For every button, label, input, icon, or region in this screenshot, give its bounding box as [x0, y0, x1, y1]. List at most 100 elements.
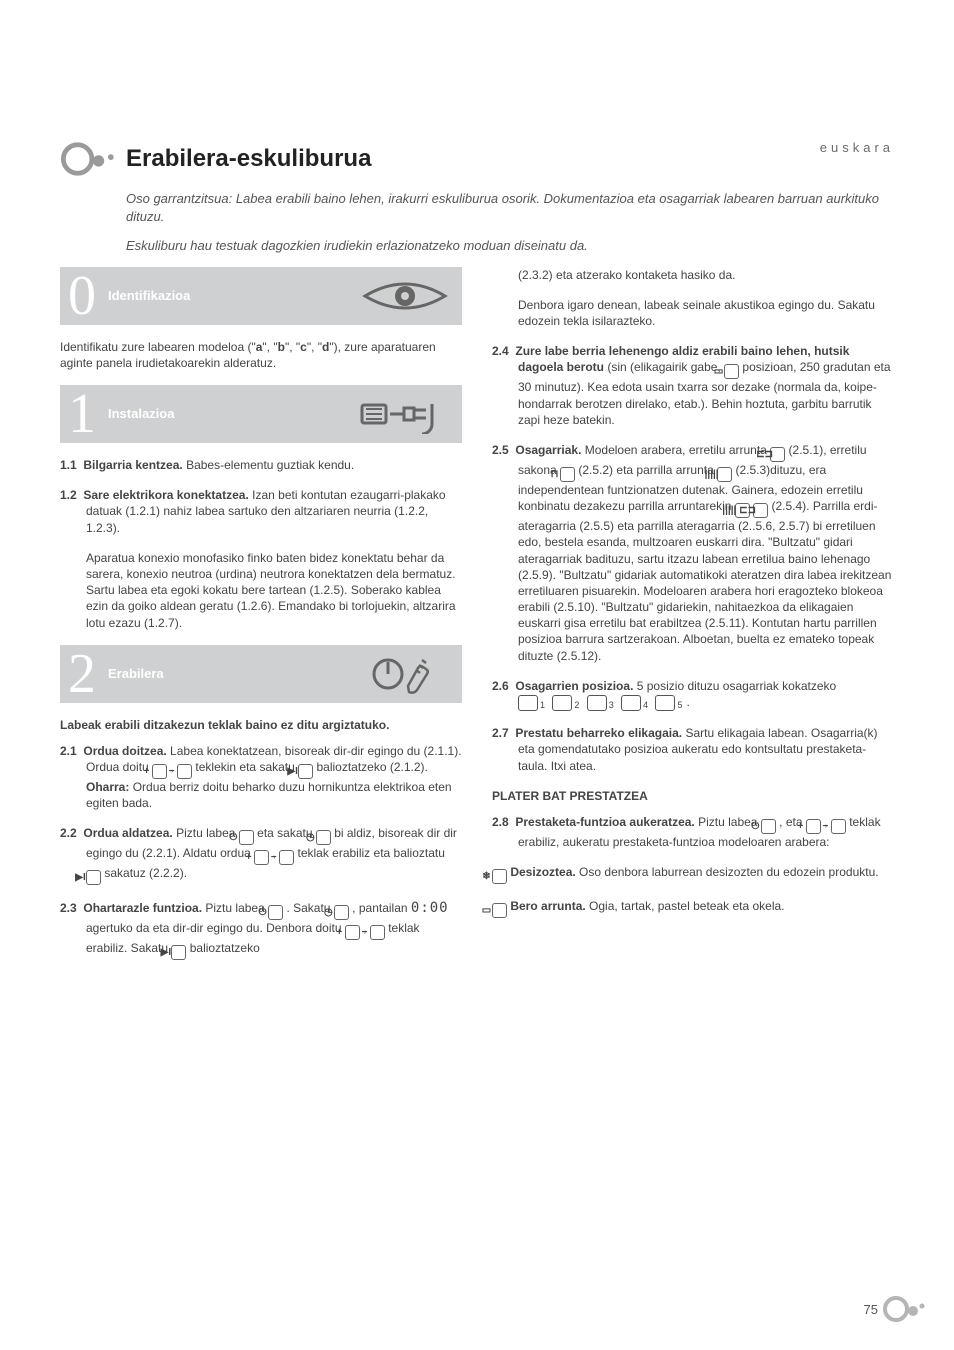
ident-text: Identifikatu zure labearen modeloa ("a",…	[60, 339, 462, 371]
p-2-3-b4: agertuko da eta dir-dir egingo du. Denbo…	[86, 921, 345, 935]
section-0-banner: 0 Identifikazioa	[60, 267, 462, 325]
p-2-5-num: 2.5	[492, 443, 509, 457]
p-1-1-num: 1.1	[60, 458, 77, 472]
corner-logo-icon	[882, 1294, 926, 1324]
r-232: (2.3.2) eta atzerako kontaketa hasiko da…	[492, 267, 894, 283]
p-2-3-b7: balioztatzeko	[190, 941, 260, 955]
defrost-icon: ❄	[492, 869, 507, 884]
p-2-1-note-b: Ordua berriz doitu beharko duzu hornikun…	[86, 780, 452, 810]
language-label: euskara	[820, 140, 894, 155]
p-2-2-num: 2.2	[60, 826, 77, 840]
p-1-2: 1.2 Sare elektrikora konektatzea. Izan b…	[60, 487, 462, 536]
p-2-4-num: 2.4	[492, 344, 509, 358]
p-2-5: 2.5 Osagarriak. Modeloen arabera, erreti…	[492, 442, 894, 664]
p-1-1: 1.1 Bilgarria kentzea. Babes-elementu gu…	[60, 457, 462, 473]
p-2-1-b3: balioztatzeko (2.1.2).	[316, 760, 427, 774]
plater-heading: PLATER BAT PRESTATZEA	[492, 788, 894, 804]
tray-flat-icon: ⊏⊐	[770, 447, 785, 462]
p-2-4-b1: (sin (elikagairik gabe,	[607, 360, 724, 374]
func-heat-t: Bero arrunta.	[510, 899, 585, 913]
digits-display: 0:00	[411, 900, 449, 916]
func-heat: ▭ Bero arrunta. Ogia, tartak, pastel bet…	[492, 898, 894, 918]
section-0-num: 0	[68, 268, 96, 324]
p-1-1-title: Bilgarria kentzea.	[83, 458, 182, 472]
tray-deep-icon: ⊓	[560, 467, 575, 482]
page-title: Erabilera-eskuliburua	[126, 145, 371, 173]
ident-body: Identifikatu zure labearen modeloa ("a",…	[60, 340, 436, 370]
p-2-4: 2.4 Zure labe berria lehenengo aldiz era…	[492, 343, 894, 428]
p-2-1-note-t: Oharra:	[86, 780, 129, 794]
func-heat-b: Ogia, tartak, pastel beteak eta okela.	[589, 899, 784, 913]
conv-heat-icon: ▭	[492, 903, 507, 918]
p-2-3-num: 2.3	[60, 901, 77, 915]
p-2-7-num: 2.7	[492, 726, 509, 740]
p-2-8: 2.8 Prestaketa-funtzioa aukeratzea. Pizt…	[492, 814, 894, 850]
p-2-2: 2.2 Ordua aldatzea. Piztu labea ⏻ eta sa…	[60, 825, 462, 885]
p-2-6-num: 2.6	[492, 679, 509, 693]
p-2-5-b5: (2.5.4). Parrilla erdi-ateragarria (2.5.…	[518, 499, 891, 663]
position-icons: 1 2 3 4 5.	[518, 695, 690, 709]
p-2-6-b: 5 posizio dituzu osagarriak kokatzeko	[637, 679, 836, 693]
plus-key-icon: +	[152, 764, 167, 779]
p-1-2-title: Sare elektrikora konektatzea.	[83, 488, 248, 502]
p-1-2-num: 1.2	[60, 488, 77, 502]
p-1-1-body: Babes-elementu guztiak kendu.	[186, 458, 354, 472]
page-number: 75	[864, 1302, 878, 1317]
power-key-icon: ⏻	[761, 819, 776, 834]
section-2-banner: 2 Erabilera	[60, 645, 462, 703]
section-2-label: Erabilera	[108, 665, 164, 683]
section-0-label: Identifikazioa	[108, 287, 190, 305]
plus-key-icon: +	[345, 925, 360, 940]
minus-key-icon: −	[831, 819, 846, 834]
intro-2: Eskuliburu hau testuak dagozkien irudiek…	[126, 237, 894, 255]
func-defrost: ❄ Desizoztea. Oso denbora laburrean desi…	[492, 864, 894, 884]
p-2-5-title: Osagarriak.	[515, 443, 581, 457]
tray-flat-icon: ⊏⊐	[753, 503, 768, 518]
eye-icon	[360, 276, 450, 316]
p-2-3-b3: , pantailan	[352, 901, 411, 915]
plug-icon	[360, 394, 450, 434]
header: Erabilera-eskuliburua	[60, 140, 894, 178]
power-key-icon: ⏻	[239, 830, 254, 845]
p-2-2-title: Ordua aldatzea.	[83, 826, 172, 840]
plus-key-icon: +	[254, 850, 269, 865]
intro-1: Oso garrantzitsua: Labea erabili baino l…	[126, 190, 894, 225]
oven-mode-icon: ▭	[724, 364, 739, 379]
p-2-1-num: 2.1	[60, 744, 77, 758]
p-2-7: 2.7 Prestatu beharreko elikagaia. Sartu …	[492, 725, 894, 774]
right-column: (2.3.2) eta atzerako kontaketa hasiko da…	[492, 267, 894, 975]
p-2-5-b3: (2.5.2) eta parrilla arrunta	[578, 463, 717, 477]
p-2-1: 2.1 Ordua doitzea. Labea konektatzean, b…	[60, 743, 462, 812]
section-1-label: Instalazioa	[108, 405, 174, 423]
p-2-3-title: Ohartarazle funtzioa.	[83, 901, 202, 915]
logo-icon	[60, 140, 118, 178]
minus-key-icon: −	[279, 850, 294, 865]
p-2-2-b5: sakatuz (2.2.2).	[104, 866, 187, 880]
minus-key-icon: −	[177, 764, 192, 779]
hand-dial-icon	[360, 654, 450, 694]
p-1-2b: Aparatua konexio monofasiko finko baten …	[60, 550, 462, 631]
p-2-7-title: Prestatu beharreko elikagaia.	[515, 726, 682, 740]
func-defrost-b: Oso denbora laburrean desizozten du edoz…	[579, 865, 879, 879]
section-2-num: 2	[68, 646, 96, 702]
func-defrost-t: Desizoztea.	[510, 865, 575, 879]
confirm-key-icon: ▶I	[298, 764, 313, 779]
p-2-5-b: Modeloen arabera, erretilu arrunta	[585, 443, 770, 457]
confirm-key-icon: ▶I	[86, 870, 101, 885]
p-2-1-title: Ordua doitzea.	[83, 744, 166, 758]
minus-key-icon: −	[370, 925, 385, 940]
confirm-key-icon: ▶I	[171, 945, 186, 960]
p-2-2-b4: teklak erabiliz eta balioztatu	[297, 846, 444, 860]
columns: 0 Identifikazioa Identifikatu zure labea…	[60, 267, 894, 975]
power-key-icon: ⏻	[268, 905, 283, 920]
clock-key-icon: ◷	[316, 830, 331, 845]
p-2-3: 2.3 Ohartarazle funtzioa. Piztu labea ⏻ …	[60, 899, 462, 960]
plus-key-icon: +	[806, 819, 821, 834]
r-232b: Denbora igaro denean, labeak seinale aku…	[492, 297, 894, 329]
p-2-8-title: Prestaketa-funtzioa aukeratzea.	[515, 815, 694, 829]
p-2-6-title: Osagarrien posizioa.	[515, 679, 633, 693]
p-2-1-b2: teklekin eta sakatu	[195, 760, 298, 774]
section-1-banner: 1 Instalazioa	[60, 385, 462, 443]
section-1-num: 1	[68, 386, 96, 442]
use-head: Labeak erabili ditzakezun teklak baino e…	[60, 717, 462, 733]
